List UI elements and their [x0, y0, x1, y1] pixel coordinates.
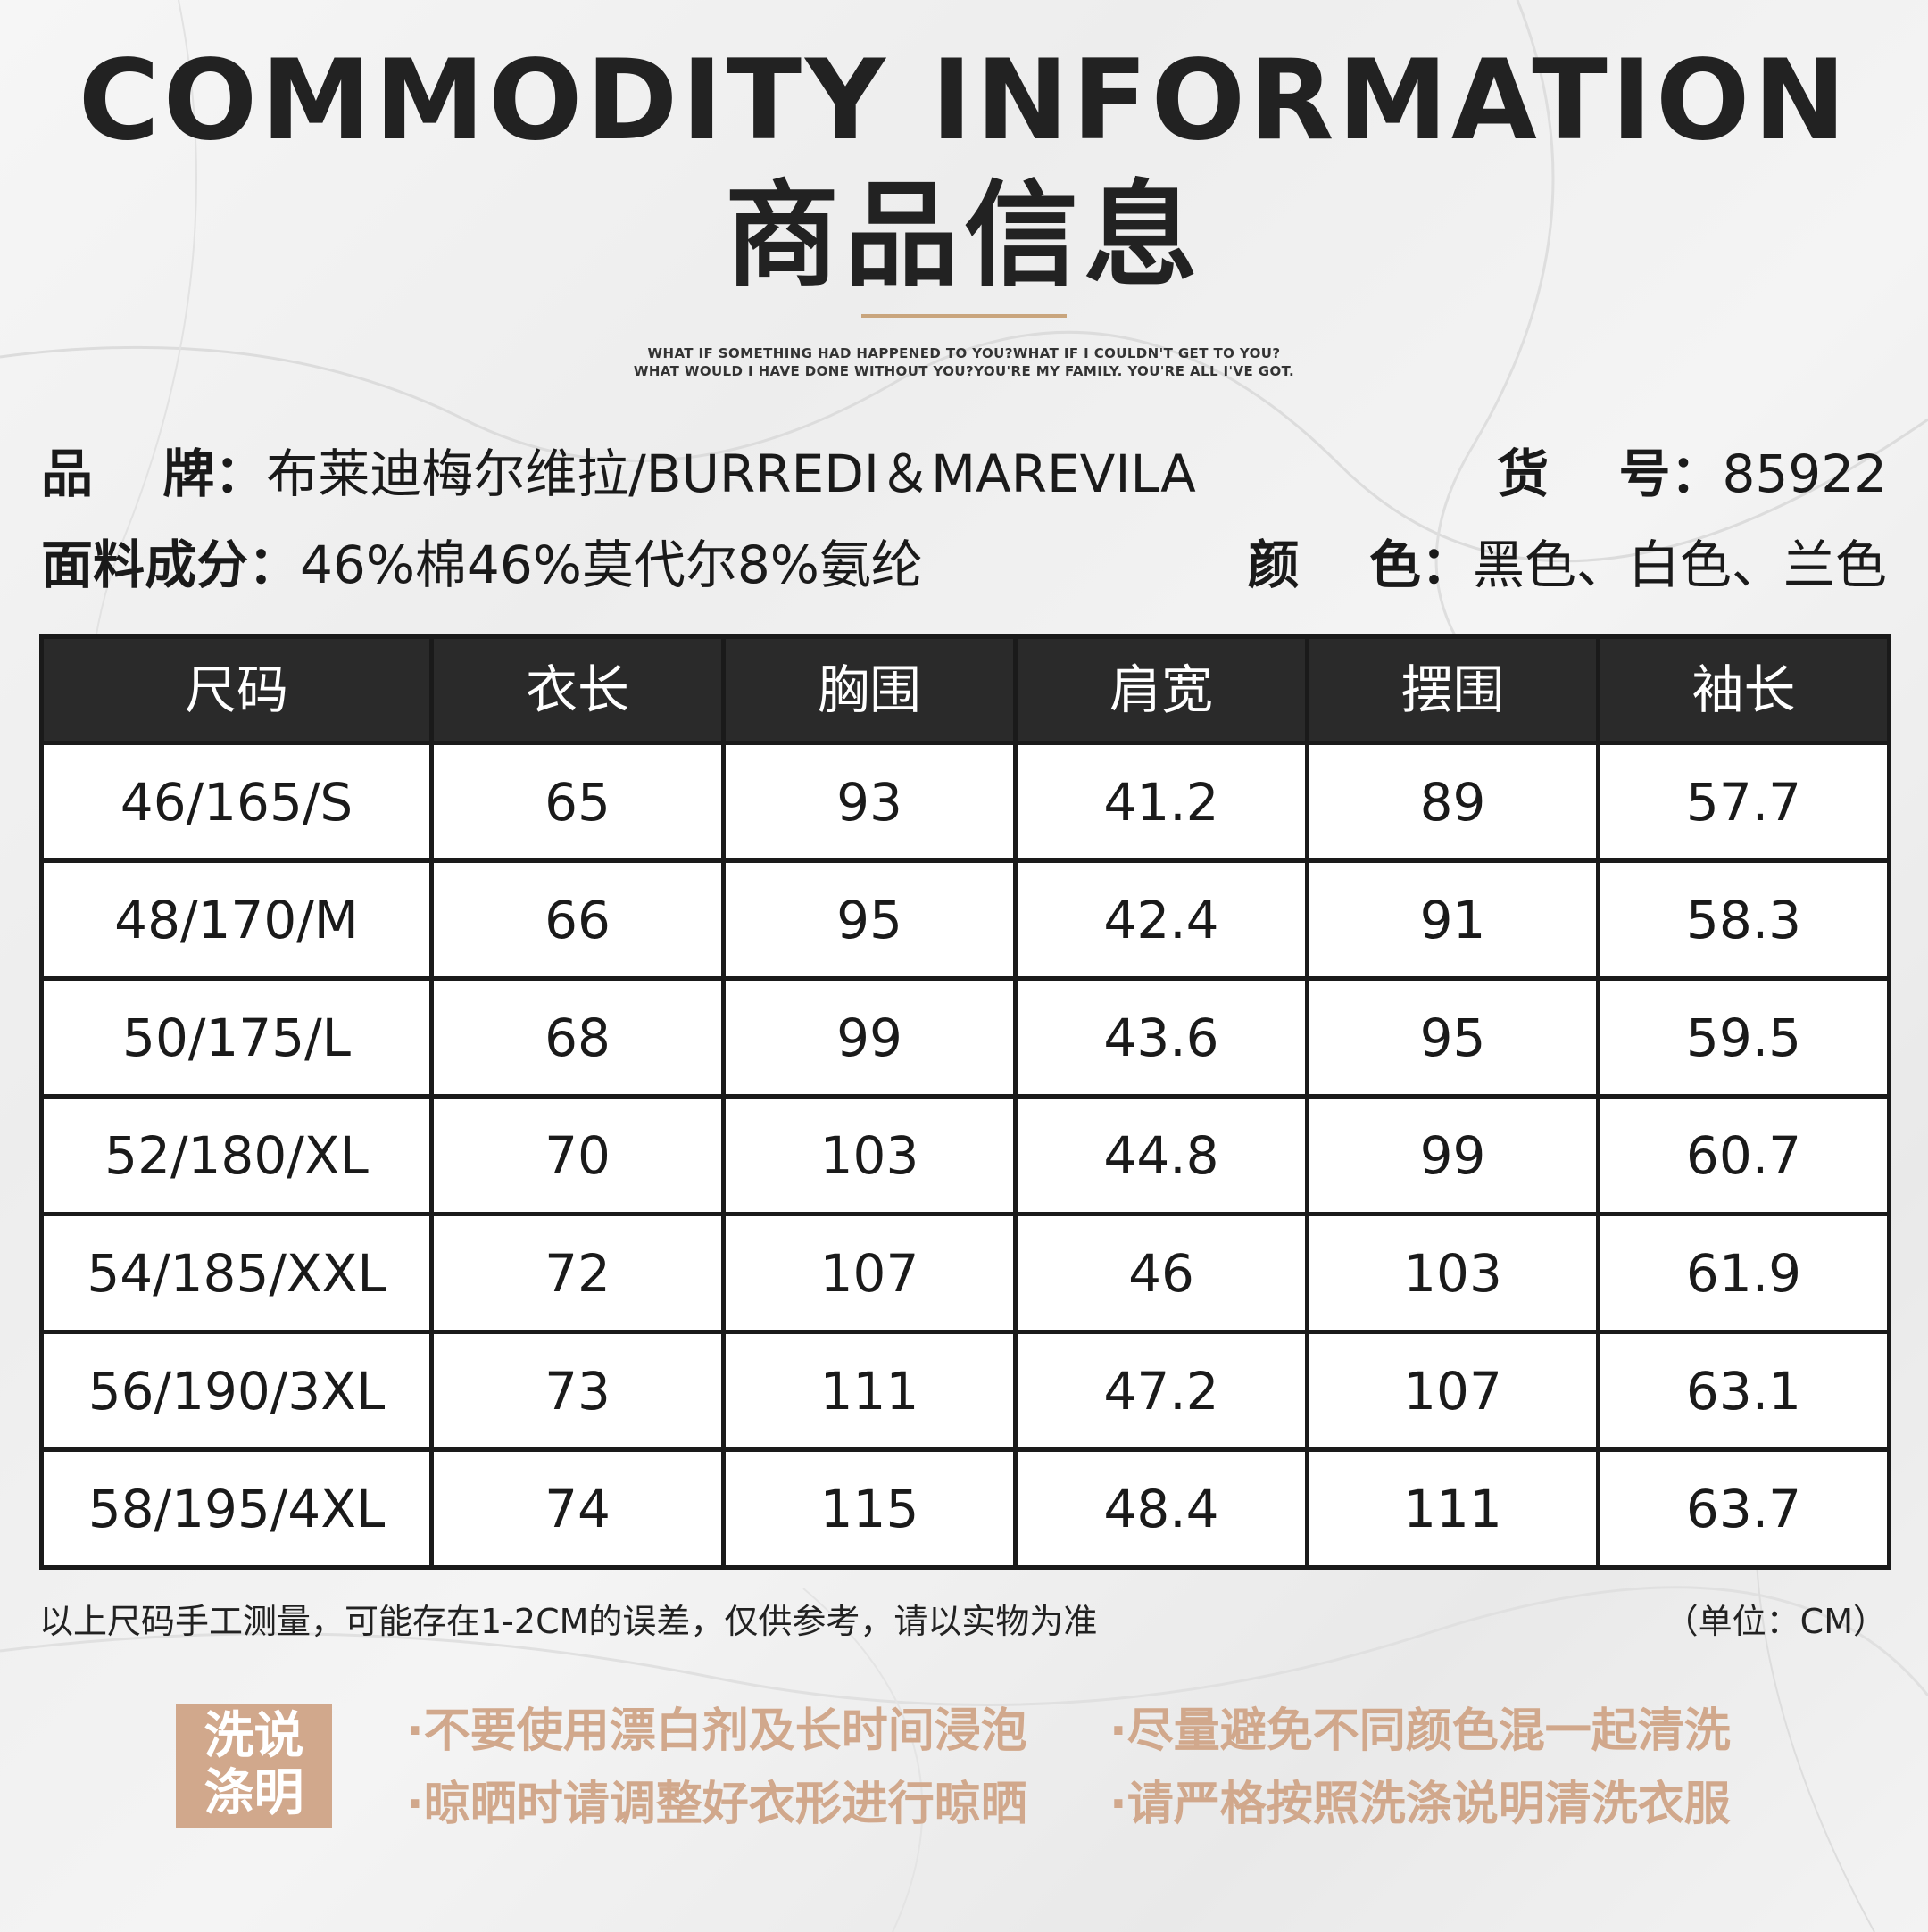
table-row: 50/175/L 68 99 43.6 95 59.5 — [39, 976, 1891, 1099]
size-cell: 50/175/L — [39, 976, 434, 1099]
header-sleeve: 袖长 — [1596, 634, 1891, 745]
wash-item: ·请严格按照洗涤说明清洗衣服 — [1109, 1778, 1731, 1831]
tagline-line-2: WHAT WOULD I HAVE DONE WITHOUT YOU?YOU'R… — [633, 363, 1295, 379]
measurement-cell: 93 — [721, 741, 1018, 863]
measurement-cell: 70 — [429, 1094, 726, 1216]
size-cell: 54/185/XXL — [39, 1212, 434, 1334]
measurement-cell: 99 — [721, 976, 1018, 1099]
fabric-label: 面料成分： — [41, 535, 301, 595]
measurement-cell: 111 — [1305, 1447, 1600, 1570]
wash-badge-line-1: 洗说 — [204, 1707, 304, 1765]
wash-badge-line-2: 涤明 — [204, 1764, 304, 1822]
measurement-cell: 91 — [1305, 858, 1600, 981]
measurement-cell: 89 — [1305, 741, 1600, 863]
table-row: 52/180/XL 70 103 44.8 99 60.7 — [39, 1094, 1891, 1216]
unit-note: （单位：CM） — [1664, 1602, 1887, 1641]
measurement-cell: 66 — [429, 858, 726, 981]
size-cell: 52/180/XL — [39, 1094, 434, 1216]
measurement-cell: 43.6 — [1013, 976, 1309, 1099]
measurement-cell: 107 — [721, 1212, 1018, 1334]
measurement-cell: 95 — [721, 858, 1018, 981]
measurement-cell: 103 — [721, 1094, 1018, 1216]
fabric-value: 46%棉46%莫代尔8%氨纶 — [300, 535, 923, 595]
tagline-quote: WHAT IF SOMETHING HAD HAPPENED TO YOU?WH… — [0, 344, 1928, 380]
measurement-cell: 99 — [1305, 1094, 1600, 1216]
measurement-cell: 44.8 — [1013, 1094, 1309, 1216]
measurement-cell: 46 — [1013, 1212, 1309, 1334]
table-row: 58/195/4XL 74 115 48.4 111 63.7 — [39, 1447, 1891, 1570]
measurement-cell: 47.2 — [1013, 1330, 1309, 1452]
wash-instructions-badge: 洗说 涤明 — [176, 1704, 332, 1828]
color-label: 颜 色： — [1247, 535, 1473, 595]
measurement-cell: 59.5 — [1596, 976, 1891, 1099]
wash-item: ·不要使用漂白剂及长时间浸泡 — [406, 1704, 1027, 1758]
table-header-row: 尺码 衣长 胸围 肩宽 摆围 袖长 — [39, 634, 1891, 745]
measurement-cell: 60.7 — [1596, 1094, 1891, 1216]
header-shoulder: 肩宽 — [1013, 634, 1309, 745]
measurement-cell: 63.7 — [1596, 1447, 1891, 1570]
measurement-cell: 68 — [429, 976, 726, 1099]
item-number-row: 货 号：85922 — [1497, 443, 1887, 505]
color-row: 颜 色：黑色、白色、兰色 — [1248, 534, 1887, 596]
fabric-row: 面料成分：46%棉46%莫代尔8%氨纶 — [41, 534, 923, 596]
title-chinese: 商品信息 — [724, 170, 1203, 303]
size-cell: 56/190/3XL — [39, 1330, 434, 1452]
table-row: 56/190/3XL 73 111 47.2 107 63.1 — [39, 1330, 1891, 1452]
measurement-cell: 42.4 — [1013, 858, 1309, 981]
wash-item: ·尽量避免不同颜色混一起清洗 — [1109, 1704, 1731, 1758]
brand-value: 布莱迪梅尔维拉/BURREDI＆MAREVILA — [266, 444, 1196, 504]
measurement-cell: 72 — [429, 1212, 726, 1334]
size-cell: 58/195/4XL — [39, 1447, 434, 1570]
item-number-label: 货 号： — [1497, 444, 1723, 504]
measurement-cell: 63.1 — [1596, 1330, 1891, 1452]
item-number-value: 85922 — [1722, 444, 1887, 504]
measurement-cell: 48.4 — [1013, 1447, 1309, 1570]
measurement-cell: 111 — [721, 1330, 1018, 1452]
tagline-line-1: WHAT IF SOMETHING HAD HAPPENED TO YOU?WH… — [647, 345, 1281, 361]
brand-row: 品 牌：布莱迪梅尔维拉/BURREDI＆MAREVILA — [41, 443, 1196, 505]
measurement-cell: 61.9 — [1596, 1212, 1891, 1334]
wash-item: ·晾晒时请调整好衣形进行晾晒 — [406, 1778, 1027, 1831]
header-hem: 摆围 — [1305, 634, 1600, 745]
size-cell: 46/165/S — [39, 741, 434, 863]
table-row: 48/170/M 66 95 42.4 91 58.3 — [39, 858, 1891, 981]
measurement-cell: 103 — [1305, 1212, 1600, 1334]
measurement-cell: 58.3 — [1596, 858, 1891, 981]
measurement-cell: 73 — [429, 1330, 726, 1452]
size-chart-table: 尺码 衣长 胸围 肩宽 摆围 袖长 46/165/S 65 93 41.2 89 57.7… — [39, 634, 1891, 1570]
measurement-cell: 95 — [1305, 976, 1600, 1099]
table-row: 46/165/S 65 93 41.2 89 57.7 — [39, 741, 1891, 863]
title-english: COMMODITY INFORMATION — [78, 37, 1850, 165]
title-divider — [861, 314, 1067, 318]
measurement-cell: 107 — [1305, 1330, 1600, 1452]
brand-label: 品 牌： — [41, 444, 267, 504]
header-size: 尺码 — [39, 634, 434, 745]
measurement-cell: 41.2 — [1013, 741, 1309, 863]
measurement-cell: 65 — [429, 741, 726, 863]
measurement-note: 以上尺码手工测量，可能存在1-2CM的误差，仅供参考，请以实物为准 — [39, 1602, 1098, 1641]
measurement-cell: 57.7 — [1596, 741, 1891, 863]
table-row: 54/185/XXL 72 107 46 103 61.9 — [39, 1212, 1891, 1334]
measurement-cell: 115 — [721, 1447, 1018, 1570]
header-chest: 胸围 — [721, 634, 1018, 745]
size-cell: 48/170/M — [39, 858, 434, 981]
color-value: 黑色、白色、兰色 — [1472, 535, 1887, 595]
measurement-cell: 74 — [429, 1447, 726, 1570]
header-length: 衣长 — [429, 634, 726, 745]
